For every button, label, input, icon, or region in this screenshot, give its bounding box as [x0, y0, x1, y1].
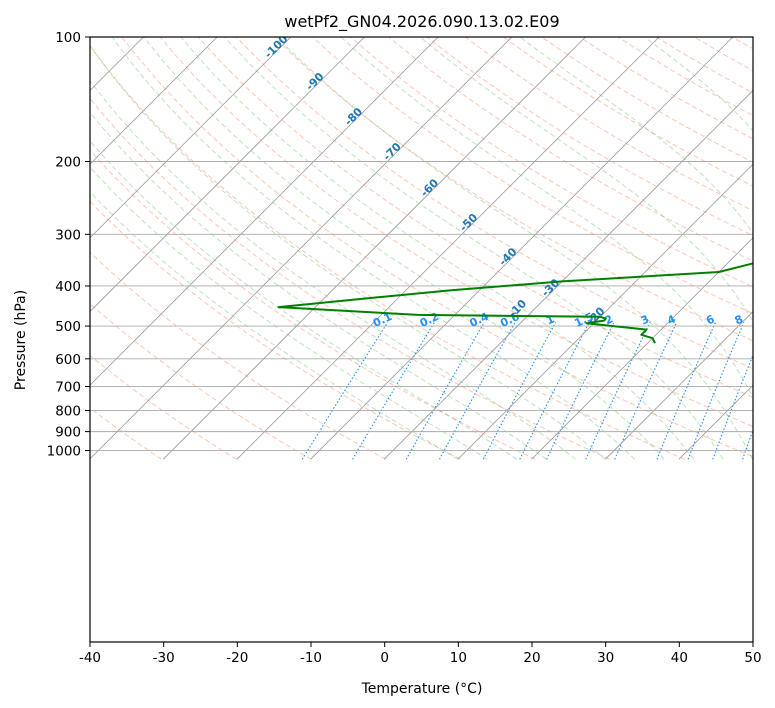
background-lines: [90, 37, 753, 460]
moist-adiabat: [224, 37, 724, 460]
moist-adiabat: [90, 44, 606, 460]
sounding-profiles: [277, 262, 753, 344]
dewpoint-profile: [277, 262, 753, 344]
dry-adiabat: [274, 37, 753, 342]
moist-adiabat: [111, 37, 636, 460]
moist-adiabat: [180, 37, 695, 460]
isotherm: [310, 37, 734, 460]
y-tick-label: 1000: [47, 444, 81, 460]
y-tick-label: 300: [55, 227, 81, 243]
mixing-ratio-line: [405, 322, 485, 460]
isotherm: [236, 37, 660, 460]
mixing-ratio-line: [519, 322, 590, 460]
mixing-ratio-label: 10: [752, 311, 772, 329]
isotherm: [90, 37, 365, 313]
moist-adiabat: [143, 37, 665, 460]
isotherm: [383, 89, 753, 460]
y-tick-label: 600: [55, 352, 81, 368]
isotherm: [90, 37, 218, 165]
isotherm: [531, 237, 753, 460]
x-tick-label: -10: [300, 650, 322, 666]
isotherm: [90, 37, 513, 460]
isotherm: [90, 37, 292, 239]
moist-adiabat: [90, 80, 577, 460]
y-axis-label: Pressure (hPa): [13, 290, 29, 390]
x-tick-label: -20: [226, 650, 248, 666]
plot-frame: [89, 36, 754, 643]
x-tick-label: 20: [523, 650, 540, 666]
y-tick-label: 900: [55, 425, 81, 441]
x-tick-label: 50: [744, 650, 761, 666]
x-tick-label: 40: [671, 650, 688, 666]
dry-adiabat: [159, 37, 753, 428]
isotherm: [162, 37, 586, 460]
moist-adiabat: [519, 37, 753, 235]
x-tick-label: 30: [597, 650, 614, 666]
axes: -40 -30 -20 -10 0 10 20 30 40 50 100 200 300 400 500 60…: [47, 30, 762, 666]
moist-adiabat: [90, 111, 547, 460]
x-tick-label: 10: [450, 650, 467, 666]
mixing-ratio-line: [687, 322, 745, 460]
moist-adiabat: [90, 140, 518, 460]
y-tick-label: 700: [55, 379, 81, 395]
y-tick-label: 200: [55, 154, 81, 170]
dry-adiabat: [90, 407, 162, 460]
mixing-ratio-line: [712, 353, 753, 460]
dry-adiabat: [426, 37, 753, 237]
y-tick-label: 500: [55, 319, 81, 335]
mixing-ratio-line: [742, 428, 753, 460]
mixing-ratio-line: [656, 322, 716, 460]
mixing-ratio-line: [352, 322, 435, 460]
dry-adiabat: [90, 200, 461, 460]
x-tick-label: 0: [380, 650, 389, 666]
dry-adiabat: [121, 37, 753, 458]
isotherm: [678, 384, 753, 460]
dry-adiabat: [464, 37, 753, 212]
moist-adiabat: [340, 37, 753, 399]
isotherm: [90, 37, 439, 386]
y-tick-label: 400: [55, 279, 81, 295]
x-axis-label: Temperature (°C): [361, 681, 483, 697]
x-tick-label: -40: [79, 650, 101, 666]
mixing-ratio-line: [585, 322, 651, 460]
chart-title: wetPf2_GN04.2026.090.13.02.E09: [284, 12, 559, 32]
moist-adiabat: [90, 191, 459, 460]
dry-adiabat: [197, 37, 753, 398]
dry-adiabat: [90, 303, 312, 460]
dry-adiabat: [90, 149, 536, 460]
dry-adiabat: [90, 44, 685, 460]
moist-adiabat: [276, 37, 753, 460]
y-tick-label: 100: [55, 30, 81, 46]
y-tick-label: 800: [55, 403, 81, 419]
x-tick-label: -30: [153, 650, 175, 666]
dry-adiabat: [90, 97, 611, 460]
mixing-ratio-line: [482, 322, 557, 460]
isotherm: [604, 310, 753, 460]
isotherm: [457, 163, 753, 460]
dry-adiabat: [90, 251, 387, 460]
mixing-ratio-line: [439, 322, 516, 460]
mixing-ratio-line: [546, 322, 615, 460]
